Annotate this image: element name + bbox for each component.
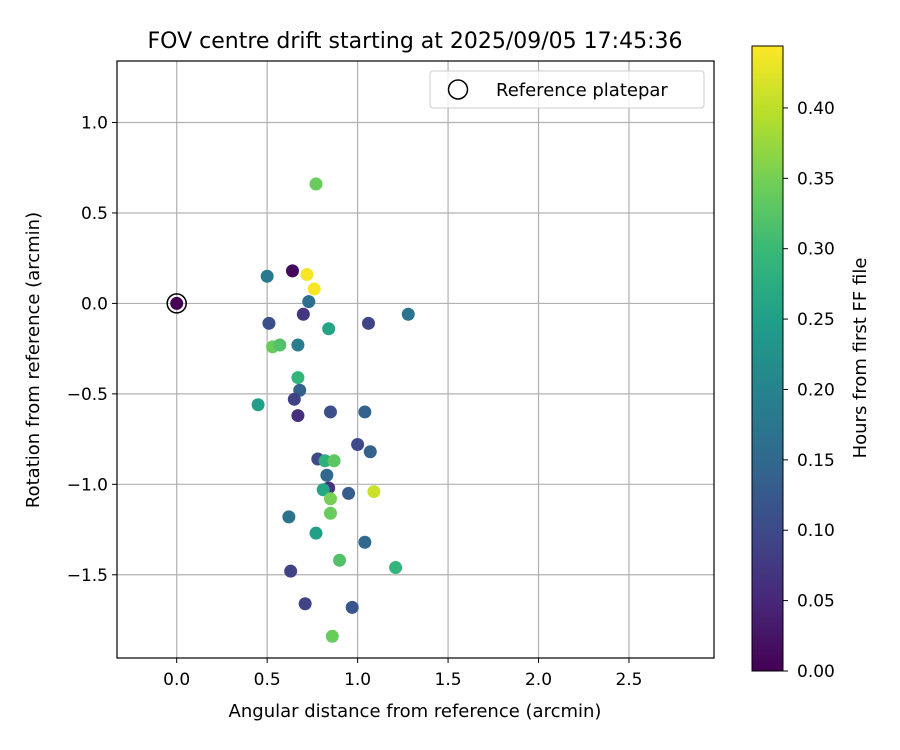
reference-marker xyxy=(166,293,187,314)
scatter-point xyxy=(262,316,276,330)
colorbar-tick-label: 0.00 xyxy=(797,662,835,682)
colorbar-tick-label: 0.25 xyxy=(797,310,835,330)
y-axis-label: Rotation from reference (arcmin) xyxy=(23,212,44,508)
scatter-point xyxy=(325,629,339,643)
legend-box xyxy=(429,70,705,109)
colorbar-tick-label: 0.30 xyxy=(797,240,835,260)
scatter-point xyxy=(323,405,337,419)
scatter-point xyxy=(282,510,296,524)
scatter-point xyxy=(327,454,341,468)
y-tick-label: −0.5 xyxy=(67,385,108,405)
scatter-point xyxy=(401,307,415,321)
scatter-point xyxy=(367,485,381,499)
scatter-point xyxy=(291,371,305,385)
scatter-point xyxy=(323,492,337,506)
scatter-point xyxy=(322,322,336,336)
y-axis-ticks: 1.0 0.5 0.0 −0.5 −1.0 −1.5 xyxy=(67,114,117,586)
scatter-point xyxy=(358,535,372,549)
y-tick-label: −1.5 xyxy=(67,566,108,586)
scatter-point xyxy=(342,486,356,500)
legend-marker-reference xyxy=(447,79,469,100)
scatter-point xyxy=(363,445,377,459)
x-tick-label: 0.0 xyxy=(163,670,190,690)
scatter-point xyxy=(333,553,347,567)
scatter-point xyxy=(358,405,372,419)
scatter-point xyxy=(170,296,184,310)
x-tick-label: 2.5 xyxy=(615,670,642,690)
scatter-point xyxy=(323,506,337,520)
scatter-point xyxy=(251,398,265,412)
scatter-point xyxy=(287,392,301,406)
colorbar-tick-label: 0.10 xyxy=(797,521,835,541)
colorbar-ticks: 0.00 0.05 0.10 0.15 0.20 0.25 0.30 0.35 0.40 xyxy=(783,99,835,682)
y-tick-label: −1.0 xyxy=(67,475,108,495)
x-tick-label: 2.0 xyxy=(525,670,552,690)
x-axis-ticks: 0.0 0.5 1.0 1.5 2.0 2.5 xyxy=(163,658,642,690)
chart-title: FOV centre drift starting at 2025/09/05 … xyxy=(148,29,683,54)
colorbar-tick-label: 0.40 xyxy=(797,99,835,119)
scatter-point xyxy=(285,264,299,278)
scatter-point xyxy=(284,564,298,578)
scatter-point xyxy=(320,468,334,482)
scatter-point xyxy=(302,295,316,309)
scatter-point xyxy=(307,282,321,296)
scatter-point xyxy=(273,338,287,352)
colorbar-label: Hours from first FF file xyxy=(850,258,871,459)
y-tick-label: 0.0 xyxy=(81,294,108,314)
colorbar-tick-label: 0.15 xyxy=(797,451,835,471)
legend: Reference platepar xyxy=(429,70,705,109)
scatter-point xyxy=(316,483,330,497)
colorbar: 0.00 0.05 0.10 0.15 0.20 0.25 0.30 0.35 0.40 Hou… xyxy=(751,45,871,682)
colorbar-tick-label: 0.05 xyxy=(797,592,835,612)
grid xyxy=(117,61,714,658)
colorbar-tick-label: 0.35 xyxy=(797,169,835,189)
scatter-point xyxy=(291,338,305,352)
x-tick-label: 1.0 xyxy=(344,670,371,690)
colorbar-gradient xyxy=(751,45,784,672)
scatter-point xyxy=(309,177,323,191)
scatter-point xyxy=(260,269,274,283)
legend-label-reference: Reference platepar xyxy=(496,80,668,101)
y-tick-label: 0.5 xyxy=(81,204,108,224)
colorbar-tick-label: 0.20 xyxy=(797,380,835,400)
scatter-point xyxy=(291,409,305,423)
scatter-point xyxy=(389,561,403,575)
scatter-point xyxy=(300,267,314,281)
x-tick-label: 1.5 xyxy=(435,670,462,690)
scatter-point xyxy=(309,526,323,540)
scatter-point xyxy=(361,316,375,330)
plot-frame xyxy=(116,60,715,659)
scatter-point xyxy=(318,454,332,468)
scatter-points xyxy=(170,177,415,643)
x-tick-label: 0.5 xyxy=(254,670,281,690)
y-tick-label: 1.0 xyxy=(81,114,108,134)
scatter-point xyxy=(296,307,310,321)
scatter-point xyxy=(351,438,365,452)
scatter-point xyxy=(298,597,312,611)
reference-marker-group xyxy=(166,293,187,314)
x-axis-label: Angular distance from reference (arcmin) xyxy=(229,701,602,722)
scatter-point xyxy=(345,600,359,614)
